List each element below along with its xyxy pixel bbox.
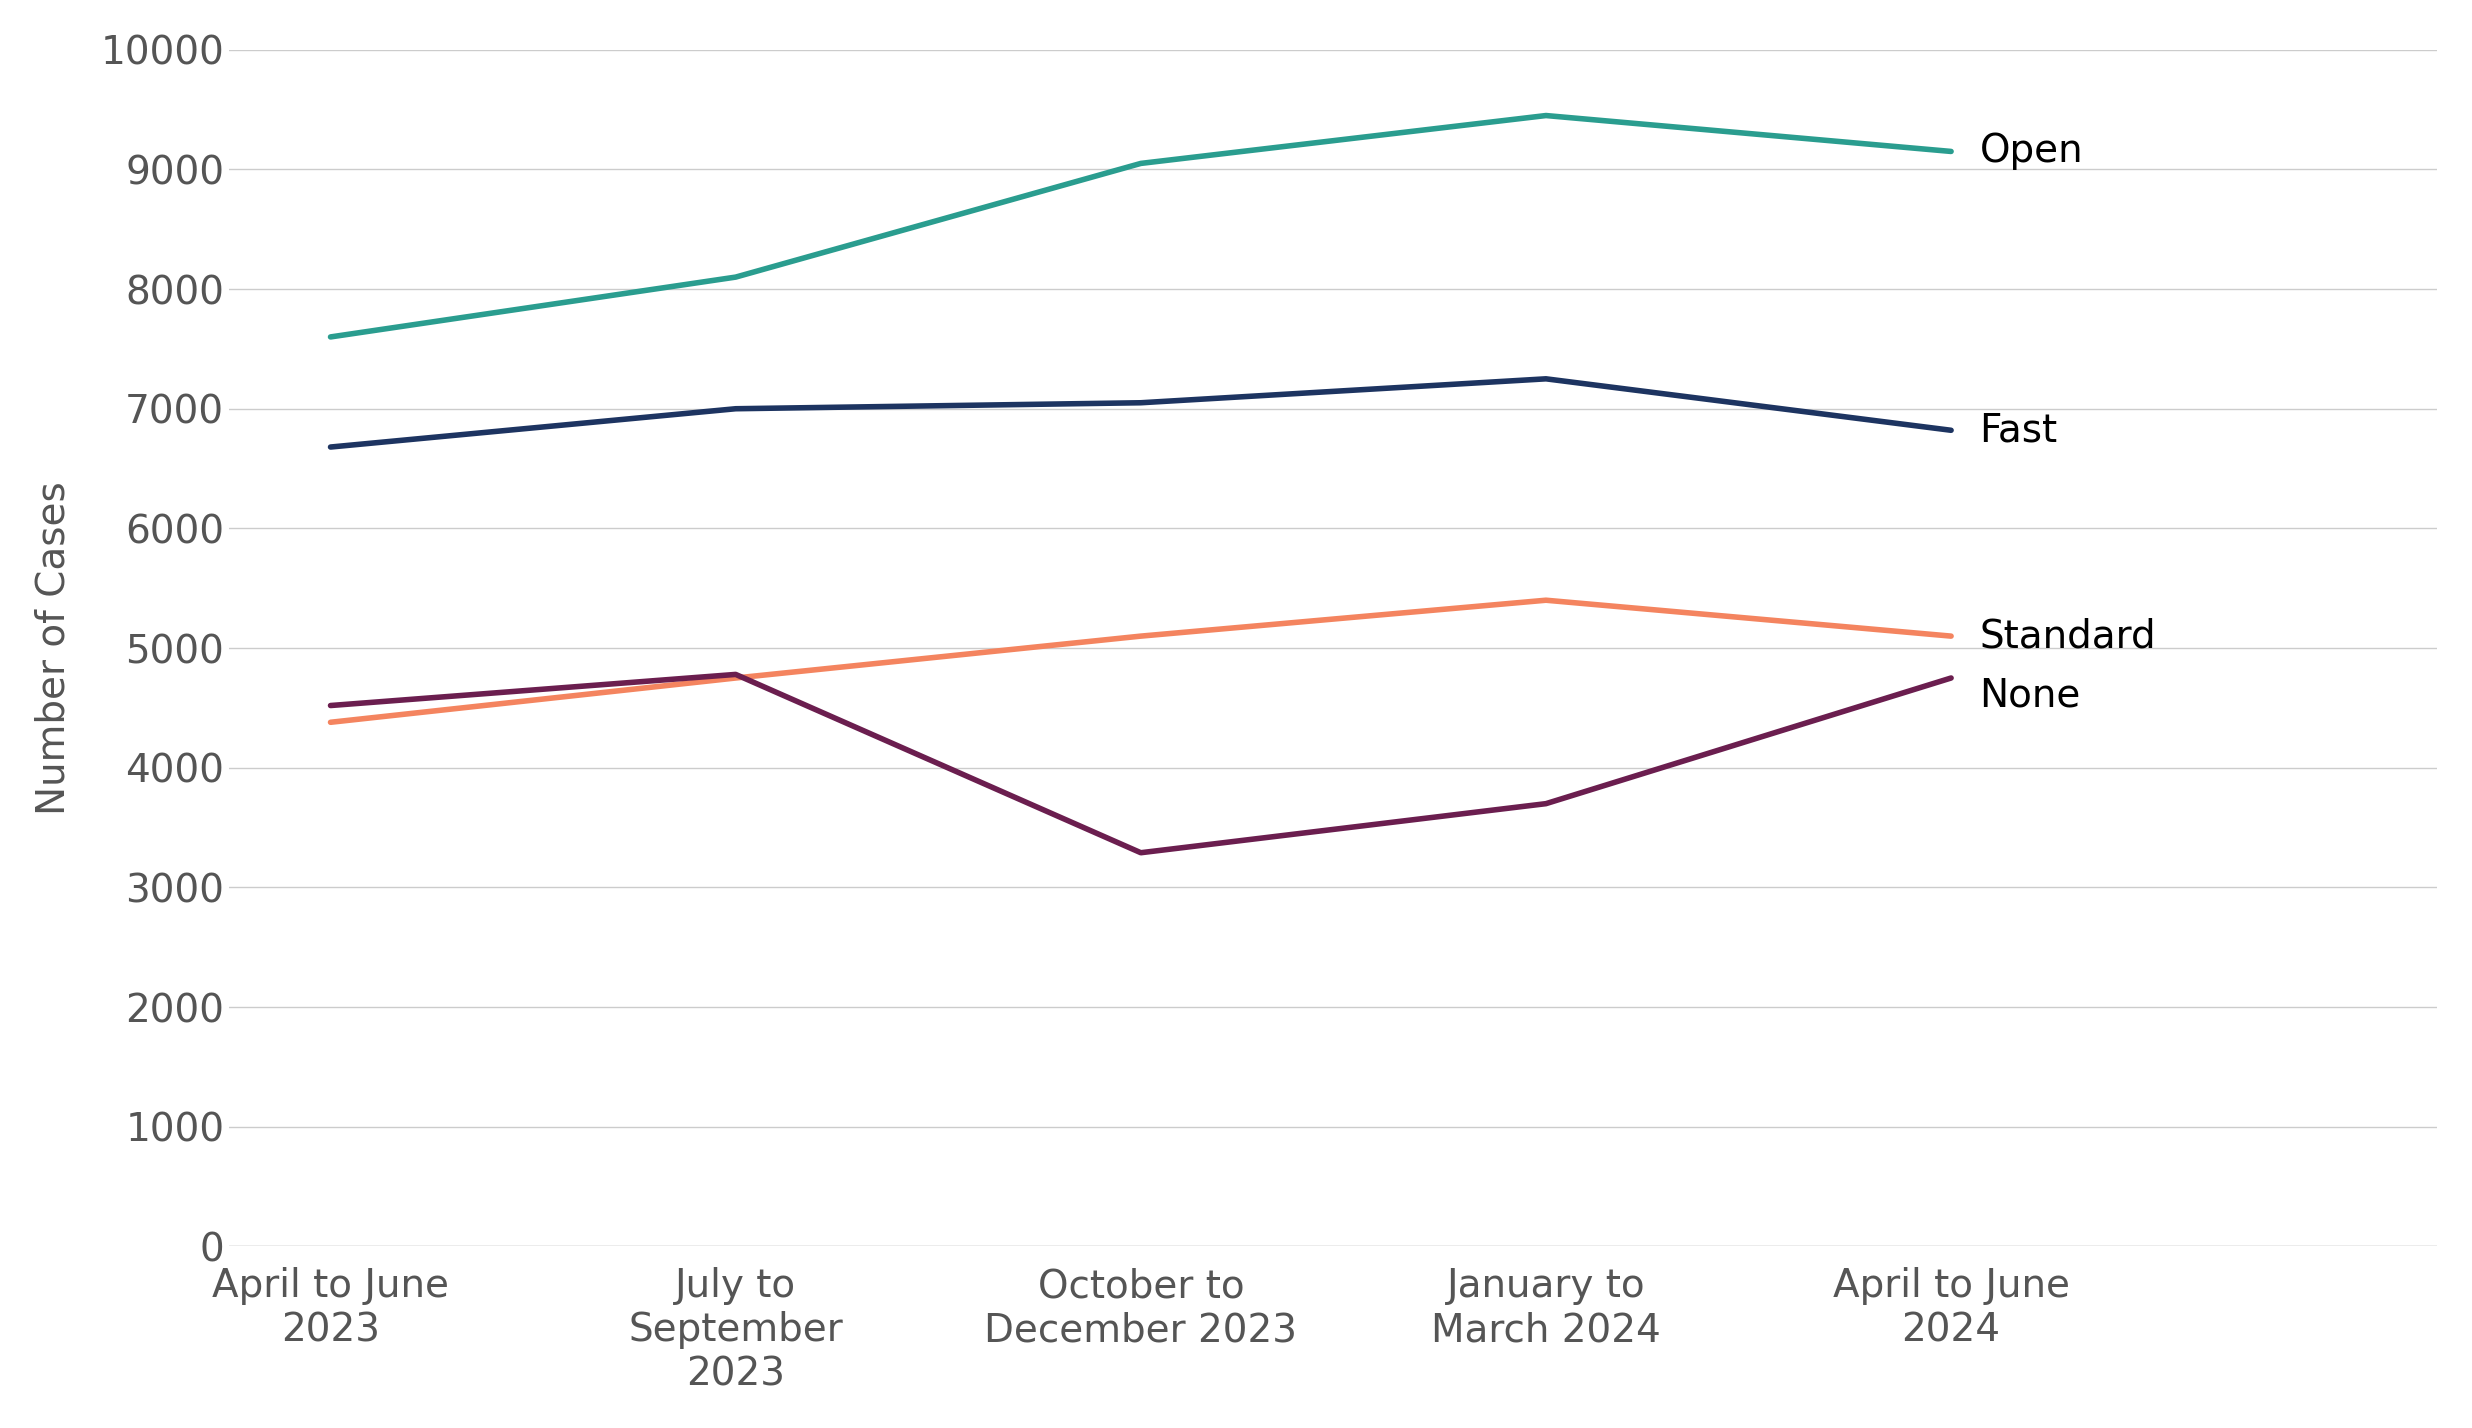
- Text: None: None: [1980, 677, 2081, 715]
- Text: Open: Open: [1980, 133, 2084, 170]
- Text: Fast: Fast: [1980, 411, 2057, 450]
- Text: Standard: Standard: [1980, 617, 2156, 655]
- Y-axis label: Number of Cases: Number of Cases: [35, 481, 72, 815]
